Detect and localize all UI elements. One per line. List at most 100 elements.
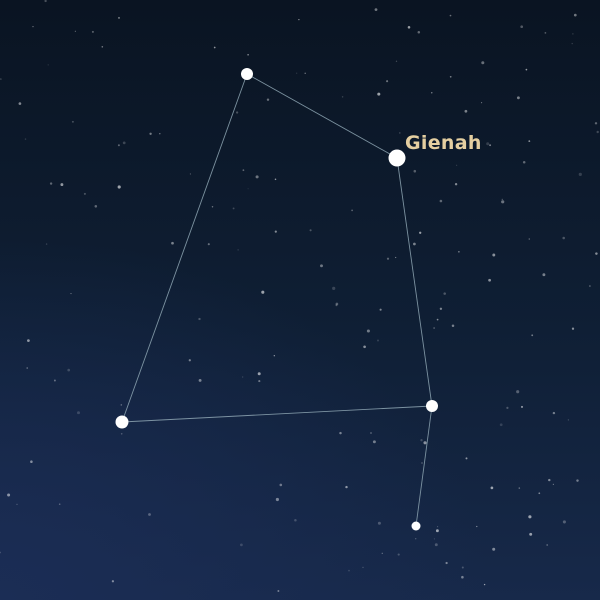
background-star bbox=[362, 566, 364, 569]
background-star bbox=[386, 80, 389, 83]
star-gienah bbox=[388, 149, 406, 167]
background-star bbox=[492, 253, 496, 257]
background-star bbox=[198, 317, 201, 321]
background-star bbox=[437, 526, 439, 528]
background-star bbox=[275, 497, 279, 502]
background-star bbox=[332, 286, 336, 290]
background-star bbox=[257, 372, 261, 376]
background-star bbox=[242, 376, 244, 378]
background-star bbox=[7, 493, 11, 497]
background-star bbox=[370, 432, 372, 434]
background-star bbox=[47, 64, 49, 66]
background-star bbox=[567, 419, 570, 421]
background-star bbox=[237, 249, 239, 251]
background-star bbox=[465, 457, 468, 460]
background-star bbox=[351, 209, 353, 212]
background-star bbox=[45, 243, 48, 245]
background-star bbox=[148, 513, 151, 516]
background-star bbox=[492, 547, 496, 551]
background-star bbox=[525, 68, 528, 71]
background-star bbox=[377, 339, 379, 342]
background-star bbox=[499, 423, 503, 427]
background-star bbox=[120, 404, 123, 406]
background-star bbox=[242, 169, 245, 172]
background-star bbox=[407, 26, 411, 29]
background-star bbox=[83, 192, 86, 195]
background-star bbox=[0, 78, 2, 81]
background-star bbox=[399, 132, 401, 134]
star-top bbox=[241, 68, 253, 80]
background-star bbox=[374, 8, 378, 11]
background-star bbox=[255, 175, 259, 179]
background-star bbox=[449, 14, 452, 17]
background-star bbox=[449, 75, 452, 78]
background-star bbox=[171, 241, 174, 245]
background-star bbox=[397, 553, 400, 556]
background-star bbox=[573, 13, 577, 17]
background-star bbox=[240, 543, 243, 547]
background-star bbox=[501, 200, 505, 204]
background-star bbox=[159, 132, 161, 135]
background-star bbox=[439, 307, 443, 310]
background-star bbox=[91, 30, 94, 33]
background-star bbox=[296, 72, 298, 74]
background-star bbox=[516, 390, 520, 394]
background-star bbox=[0, 551, 1, 554]
background-star bbox=[531, 334, 534, 337]
background-star bbox=[304, 72, 306, 75]
background-star bbox=[595, 252, 598, 255]
background-star bbox=[443, 292, 446, 295]
background-star bbox=[461, 566, 464, 569]
background-star bbox=[49, 182, 53, 185]
background-star bbox=[335, 304, 338, 307]
line-right-to-bottom bbox=[415, 405, 433, 527]
background-star bbox=[273, 355, 275, 357]
background-star bbox=[451, 324, 455, 327]
background-star bbox=[198, 378, 202, 382]
star-right bbox=[426, 400, 438, 412]
background-star bbox=[279, 483, 283, 487]
constellation-stars bbox=[115, 68, 438, 531]
background-star bbox=[258, 380, 261, 383]
background-star bbox=[481, 102, 483, 104]
background-star bbox=[552, 411, 556, 415]
background-star bbox=[413, 242, 416, 246]
constellation-lines bbox=[121, 73, 433, 527]
background-star bbox=[71, 120, 74, 123]
background-star bbox=[528, 140, 531, 143]
background-star bbox=[16, 503, 18, 506]
background-star bbox=[490, 486, 494, 490]
background-star bbox=[18, 102, 22, 105]
background-star bbox=[24, 138, 27, 140]
background-star bbox=[439, 199, 443, 203]
background-star bbox=[377, 521, 381, 525]
background-star bbox=[27, 339, 30, 342]
background-star bbox=[53, 379, 56, 382]
background-star bbox=[528, 238, 531, 240]
background-star bbox=[366, 329, 370, 333]
background-star bbox=[445, 561, 448, 565]
background-star bbox=[117, 16, 121, 19]
background-star bbox=[377, 92, 381, 96]
background-star bbox=[274, 178, 277, 181]
background-star bbox=[486, 142, 490, 146]
background-star bbox=[309, 229, 312, 232]
background-star bbox=[417, 31, 421, 34]
background-star bbox=[433, 538, 435, 540]
background-star bbox=[235, 111, 239, 114]
background-star bbox=[488, 278, 491, 282]
line-gienah-to-right bbox=[396, 157, 433, 407]
background-star bbox=[572, 33, 574, 35]
background-star bbox=[552, 483, 555, 486]
background-star bbox=[571, 42, 573, 45]
background-star bbox=[341, 96, 344, 98]
background-star bbox=[44, 0, 47, 3]
background-star bbox=[58, 503, 61, 506]
background-star bbox=[520, 25, 524, 29]
background-star bbox=[433, 327, 435, 329]
background-star bbox=[436, 318, 439, 321]
background-star bbox=[562, 520, 566, 524]
background-star bbox=[111, 580, 115, 583]
background-star bbox=[67, 368, 71, 372]
line-top-to-gienah bbox=[246, 73, 398, 159]
